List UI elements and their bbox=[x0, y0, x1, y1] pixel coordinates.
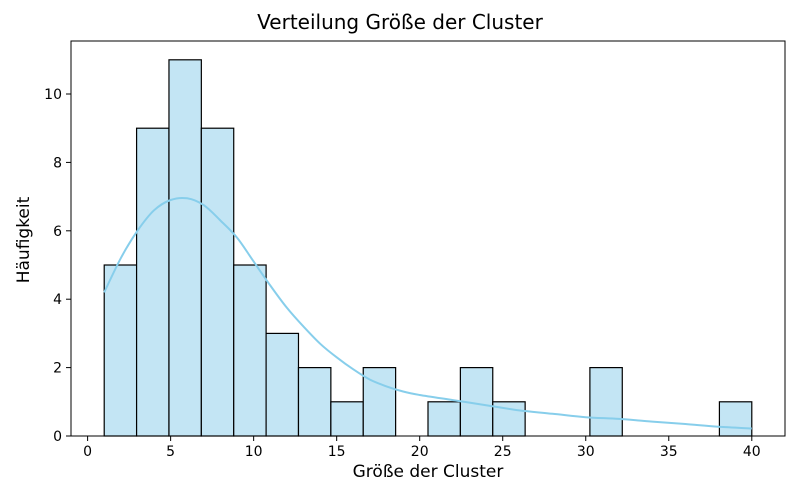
x-tick-label: 20 bbox=[411, 444, 429, 460]
histogram-bar-0 bbox=[103, 264, 138, 437]
histogram-bar-7 bbox=[330, 401, 364, 437]
x-axis-ticks: 0 5 10 15 20 25 30 35 40 bbox=[83, 436, 761, 460]
y-tick-label: 2 bbox=[53, 361, 62, 377]
histogram-bar-19 bbox=[718, 401, 753, 437]
y-axis-ticks: 0 2 4 6 8 10 bbox=[44, 87, 71, 445]
histogram-bar-15 bbox=[589, 367, 623, 437]
y-tick-label: 4 bbox=[53, 292, 62, 308]
chart-title: Verteilung Größe der Cluster bbox=[257, 10, 543, 34]
x-tick-label: 5 bbox=[166, 444, 175, 460]
x-axis-label: Größe der Cluster bbox=[352, 462, 504, 482]
y-tick-label: 10 bbox=[44, 87, 62, 103]
x-tick-label: 0 bbox=[83, 444, 92, 460]
histogram-bar-1 bbox=[135, 127, 170, 437]
y-tick-label: 0 bbox=[53, 429, 62, 445]
histogram-bar-10 bbox=[427, 401, 461, 437]
y-tick-label: 6 bbox=[53, 224, 62, 240]
histogram-bar-6 bbox=[297, 367, 332, 437]
x-tick-label: 10 bbox=[245, 444, 263, 460]
x-tick-label: 40 bbox=[743, 444, 761, 460]
x-tick-label: 35 bbox=[660, 444, 678, 460]
histogram-bar-4 bbox=[233, 264, 267, 437]
histogram-bar-3 bbox=[200, 127, 235, 437]
x-tick-label: 15 bbox=[328, 444, 346, 460]
histogram-bars bbox=[103, 59, 753, 437]
y-tick-label: 8 bbox=[53, 155, 62, 171]
x-tick-label: 25 bbox=[494, 444, 512, 460]
x-tick-label: 30 bbox=[577, 444, 595, 460]
kde-curve bbox=[103, 196, 752, 430]
kde-curve-group bbox=[103, 196, 752, 430]
y-axis-label: Häufigkeit bbox=[14, 196, 34, 284]
histogram-bar-2 bbox=[168, 59, 202, 437]
histogram-bar-5 bbox=[265, 332, 300, 437]
plot-frame bbox=[70, 40, 786, 437]
